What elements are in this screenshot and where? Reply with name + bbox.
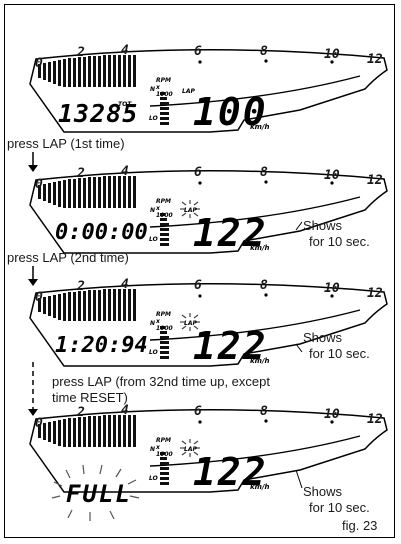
tick-4: 4	[121, 43, 129, 58]
tick-12: 12	[367, 412, 383, 427]
laptime-value: 1:20:94	[55, 333, 148, 358]
tick-2: 2	[77, 279, 85, 294]
odometer-value: 13285	[58, 99, 139, 128]
full-flash-rays	[51, 464, 140, 521]
tick-12: 12	[367, 286, 383, 301]
tick-10: 10	[324, 168, 340, 183]
shows-note-3b: for 10 sec.	[309, 346, 370, 361]
arrow-1	[28, 152, 38, 172]
speed-value: 100	[193, 90, 268, 134]
tick-8: 8	[260, 165, 268, 180]
unit-label: km/h	[250, 244, 270, 252]
step-caption-3b: time RESET)	[52, 390, 128, 405]
figure-label: fig. 23	[342, 518, 378, 533]
lap-label: LAP	[182, 88, 195, 95]
low-label: LO	[149, 475, 158, 482]
tick-0: 0	[35, 416, 43, 431]
tick-8: 8	[260, 44, 268, 59]
neutral-label: N	[150, 207, 156, 214]
lap-label: LAP	[184, 207, 197, 214]
leader-2	[295, 221, 303, 231]
unit-label: km/h	[250, 123, 270, 131]
tick-0: 0	[35, 290, 43, 305]
speed-value: 122	[193, 211, 268, 255]
low-label: LO	[149, 115, 158, 122]
shows-note-4b: for 10 sec.	[309, 500, 370, 515]
tick-12: 12	[367, 52, 383, 67]
tot-label: TOT	[118, 101, 132, 108]
step-caption-2: press LAP (2nd time)	[7, 250, 129, 265]
lap-label: LAP	[184, 320, 197, 327]
step-caption-3a: press LAP (from 32nd time up, except	[52, 374, 270, 389]
low-label: LO	[149, 236, 158, 243]
tick-2: 2	[77, 405, 85, 420]
memory-full-indicator: FULL	[66, 480, 132, 508]
tick-6: 6	[194, 44, 202, 59]
tick-8: 8	[260, 404, 268, 419]
shows-note-3a: Shows	[303, 330, 343, 345]
tick-0: 0	[35, 177, 43, 192]
lap-label: LAP	[184, 446, 197, 453]
tick-10: 10	[324, 281, 340, 296]
shows-note-4a: Shows	[303, 484, 343, 499]
shows-note-2a: Shows	[303, 218, 343, 233]
rpm-label: RPM x 1000	[156, 311, 173, 332]
tick-8: 8	[260, 278, 268, 293]
low-label: LO	[149, 349, 158, 356]
tick-2: 2	[77, 45, 85, 60]
tick-6: 6	[194, 404, 202, 419]
unit-label: km/h	[250, 483, 270, 491]
tick-6: 6	[194, 165, 202, 180]
tick-4: 4	[121, 403, 129, 418]
figure-frame	[4, 4, 395, 538]
leader-4	[295, 469, 303, 489]
tick-2: 2	[77, 166, 85, 181]
neutral-label: N	[150, 86, 156, 93]
rpm-label: RPM x 1000	[156, 77, 173, 98]
neutral-label: N	[150, 320, 156, 327]
laptime-value: 0:00:00	[55, 220, 148, 245]
shows-note-2b: for 10 sec.	[309, 234, 370, 249]
tick-12: 12	[367, 173, 383, 188]
rpm-label: RPM x 1000	[156, 437, 173, 458]
arrow-3-dashed	[28, 362, 38, 416]
step-caption-1: press LAP (1st time)	[7, 136, 125, 151]
arrow-2	[28, 266, 38, 286]
speed-value: 122	[193, 450, 268, 494]
speed-value: 122	[193, 324, 268, 368]
tick-10: 10	[324, 407, 340, 422]
tick-6: 6	[194, 278, 202, 293]
tick-10: 10	[324, 47, 340, 62]
neutral-label: N	[150, 446, 156, 453]
tick-4: 4	[121, 164, 129, 179]
unit-label: km/h	[250, 357, 270, 365]
tick-0: 0	[35, 56, 43, 71]
tick-4: 4	[121, 277, 129, 292]
leader-3	[295, 343, 303, 353]
rpm-label: RPM x 1000	[156, 198, 173, 219]
